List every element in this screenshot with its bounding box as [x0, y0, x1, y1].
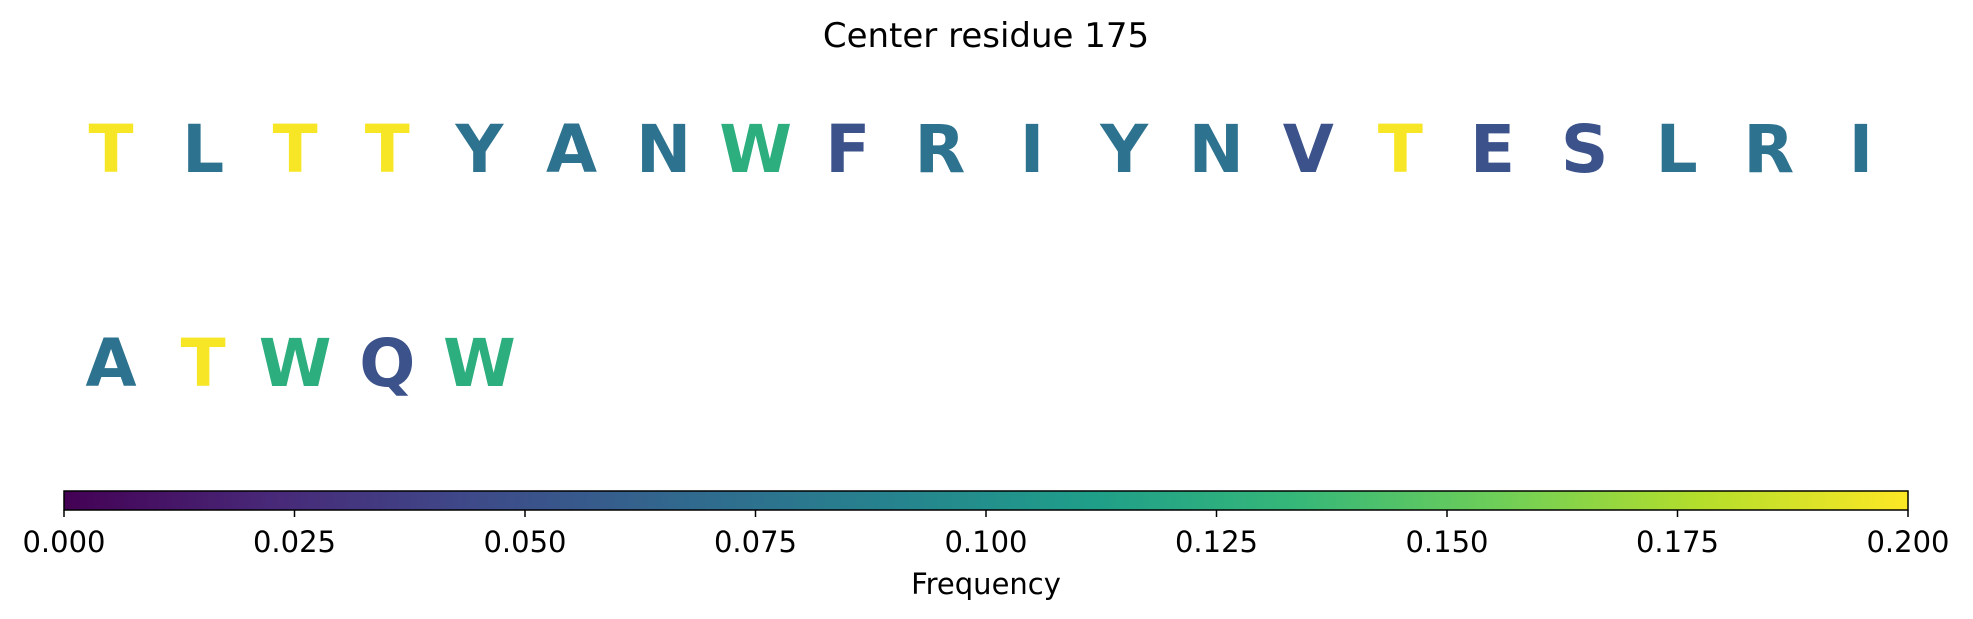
- residue-letter: Y: [1099, 111, 1149, 188]
- colorbar-tick-label: 0.175: [1636, 525, 1719, 559]
- colorbar-tick-label: 0.100: [944, 525, 1027, 559]
- residue-letter: Q: [359, 325, 415, 402]
- residue-letter: A: [85, 325, 136, 402]
- colorbar-tick-label: 0.000: [22, 525, 105, 559]
- residue-letter: Y: [455, 111, 505, 188]
- colorbar-tick-label: 0.150: [1405, 525, 1488, 559]
- colorbar-tick-label: 0.025: [253, 525, 336, 559]
- residue-letter: V: [1283, 111, 1334, 188]
- residue-letter: N: [1189, 111, 1244, 188]
- residue-letter: W: [443, 325, 516, 402]
- residue-letter: T: [181, 325, 226, 402]
- residue-letter: W: [259, 325, 332, 402]
- residue-letter: W: [719, 111, 792, 188]
- residue-letters: T L T T Y A N W F R I Y N V T E S L R IA T W Q W: [85, 111, 1873, 402]
- residue-letter: T: [88, 111, 133, 188]
- colorbar: 0.000 0.025 0.050 0.075 0.100 0.125 0.150 0.175…: [22, 490, 1950, 601]
- residue-letter: I: [1849, 111, 1874, 188]
- residue-letter: E: [1470, 111, 1515, 188]
- residue-letter: T: [1378, 111, 1423, 188]
- residue-letter: R: [914, 111, 965, 188]
- colorbar-ticks: 0.000 0.025 0.050 0.075 0.100 0.125 0.150 0.175…: [22, 510, 1950, 559]
- colorbar-tick-label: 0.200: [1866, 525, 1949, 559]
- residue-letter: L: [1656, 111, 1698, 188]
- residue-letter: L: [182, 111, 224, 188]
- colorbar-tick-label: 0.050: [483, 525, 566, 559]
- colorbar-tick-label: 0.125: [1175, 525, 1258, 559]
- residue-letter: T: [273, 111, 318, 188]
- chart-title: Center residue 175: [823, 16, 1149, 56]
- residue-letter: R: [1743, 111, 1794, 188]
- colorbar-axis-label: Frequency: [911, 567, 1061, 601]
- residue-letter: S: [1561, 111, 1609, 188]
- colorbar-gradient: [64, 491, 1908, 510]
- residue-letter: N: [636, 111, 691, 188]
- residue-letter: I: [1020, 111, 1045, 188]
- residue-letter: A: [546, 111, 597, 188]
- colorbar-tick-label: 0.075: [714, 525, 797, 559]
- residue-letter: T: [365, 111, 410, 188]
- residue-letter: F: [825, 111, 870, 188]
